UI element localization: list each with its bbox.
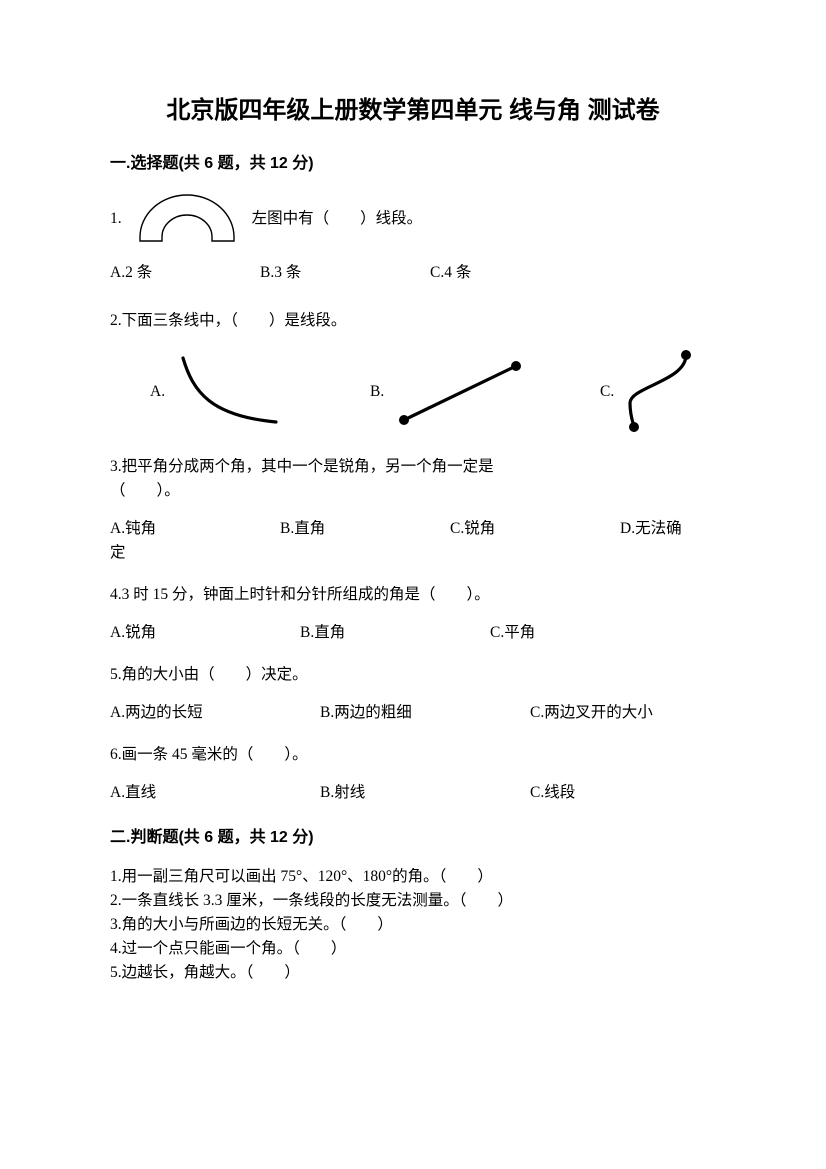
section2-heading: 二.判断题(共 6 题，共 12 分) [110,823,716,847]
q6-opt-a: A.直线 [110,781,320,805]
q2: 2.下面三条线中，（ ）是线段。 A. B. C. [110,309,716,437]
s2-q3: 3.角的大小与所画边的长短无关。（ ） [110,913,716,937]
s2-q5: 5.边越长，角越大。（ ） [110,961,716,985]
q3-opt-c: C.锐角 [450,517,620,541]
curve-a-icon [171,352,281,432]
curve-c-icon [620,347,700,437]
q1-num: 1. [110,207,122,231]
section1-heading: 一.选择题(共 6 题，共 12 分) [110,149,716,173]
q1-tail: 左图中有（ ）线段。 [252,207,423,231]
s2-q1: 1.用一副三角尺可以画出 75°、120°、180°的角。（ ） [110,865,716,889]
q4-opt-b: B.直角 [300,621,490,645]
q2-label-b: B. [370,380,384,404]
q1-opt-b: B.3 条 [260,261,430,285]
q5-opt-b: B.两边的粗细 [320,701,530,725]
q2-label-a: A. [150,380,165,404]
q3-opt-d: D.无法确 [620,517,682,541]
judgement-block: 1.用一副三角尺可以画出 75°、120°、180°的角。（ ） 2.一条直线长… [110,865,716,985]
q3-opt-b: B.直角 [280,517,450,541]
segment-b-icon [390,352,530,432]
q2-label-c: C. [600,380,614,404]
arch-icon [132,191,242,247]
q3-opt-d-tail: 定 [110,541,716,565]
q6-opt-b: B.射线 [320,781,530,805]
s2-q2: 2.一条直线长 3.3 厘米，一条线段的长度无法测量。（ ） [110,889,716,913]
q6-opt-c: C.线段 [530,781,575,805]
q4-text: 4.3 时 15 分，钟面上时针和分针所组成的角是（ ）。 [110,583,716,607]
s2-q4: 4.过一个点只能画一个角。（ ） [110,937,716,961]
q6: 6.画一条 45 毫米的（ ）。 A.直线 B.射线 C.线段 [110,743,716,805]
q5-opt-c: C.两边叉开的大小 [530,701,653,725]
q4-opt-a: A.锐角 [110,621,300,645]
q1: 1. 左图中有（ ）线段。 A.2 条 B.3 条 C.4 条 [110,191,716,285]
q3: 3.把平角分成两个角，其中一个是锐角，另一个角一定是 （ ）。 A.钝角 B.直… [110,455,716,565]
q2-text: 2.下面三条线中，（ ）是线段。 [110,309,716,333]
q5: 5.角的大小由（ ）决定。 A.两边的长短 B.两边的粗细 C.两边叉开的大小 [110,663,716,725]
q3-line2: （ ）。 [110,479,716,503]
q1-opt-c: C.4 条 [430,261,471,285]
q6-text: 6.画一条 45 毫米的（ ）。 [110,743,716,767]
page: 北京版四年级上册数学第四单元 线与角 测试卷 一.选择题(共 6 题，共 12 … [0,0,826,1169]
q4: 4.3 时 15 分，钟面上时针和分针所组成的角是（ ）。 A.锐角 B.直角 … [110,583,716,645]
q4-opt-c: C.平角 [490,621,535,645]
q3-opt-a: A.钝角 [110,517,280,541]
page-title: 北京版四年级上册数学第四单元 线与角 测试卷 [110,90,716,125]
q3-line1: 3.把平角分成两个角，其中一个是锐角，另一个角一定是 [110,455,716,479]
q5-opt-a: A.两边的长短 [110,701,320,725]
q1-opt-a: A.2 条 [110,261,260,285]
q5-text: 5.角的大小由（ ）决定。 [110,663,716,687]
